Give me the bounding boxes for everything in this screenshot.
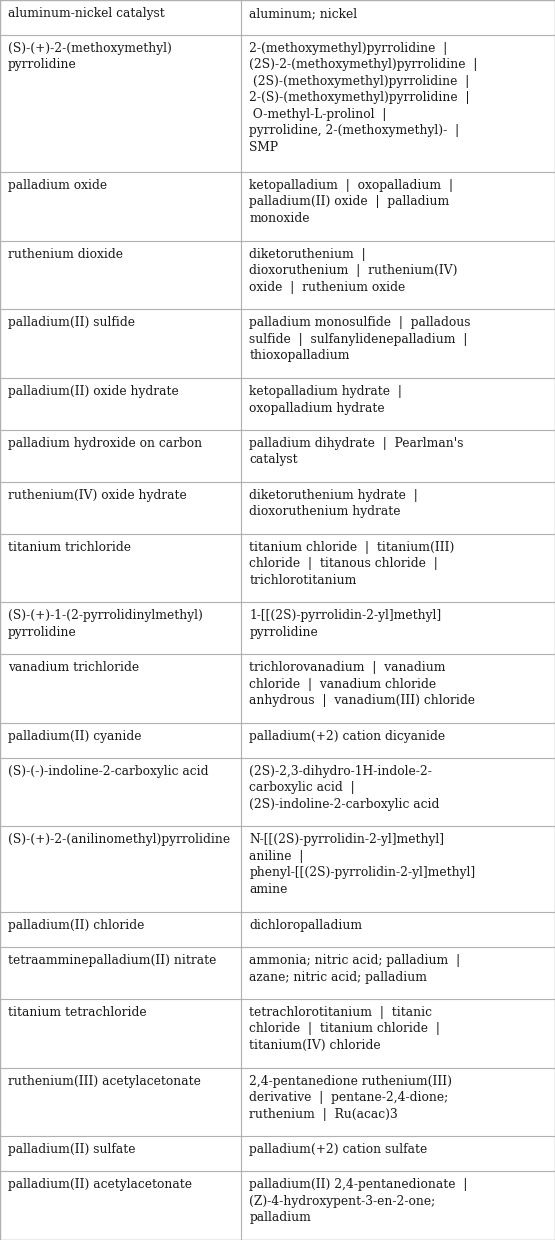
Text: palladium(II) sulfate: palladium(II) sulfate: [8, 1143, 135, 1157]
Text: palladium(II) sulfide: palladium(II) sulfide: [8, 316, 135, 330]
Text: palladium oxide: palladium oxide: [8, 179, 107, 192]
Text: tetraamminepalladium(II) nitrate: tetraamminepalladium(II) nitrate: [8, 954, 216, 967]
Text: (S)-(+)-1-(2-pyrrolidinylmethyl)
pyrrolidine: (S)-(+)-1-(2-pyrrolidinylmethyl) pyrroli…: [8, 609, 203, 639]
Text: 2,4-pentanedione ruthenium(III)
derivative  |  pentane-2,4-dione;
ruthenium  |  : 2,4-pentanedione ruthenium(III) derivati…: [249, 1075, 452, 1121]
Text: aluminum; nickel: aluminum; nickel: [249, 7, 357, 20]
Text: ruthenium(IV) oxide hydrate: ruthenium(IV) oxide hydrate: [8, 489, 186, 502]
Text: (S)-(+)-2-(methoxymethyl)
pyrrolidine: (S)-(+)-2-(methoxymethyl) pyrrolidine: [8, 42, 172, 71]
Text: 2-(methoxymethyl)pyrrolidine  |
(2S)-2-(methoxymethyl)pyrrolidine  |
 (2S)-(meth: 2-(methoxymethyl)pyrrolidine | (2S)-2-(m…: [249, 42, 478, 154]
Text: (S)-(+)-2-(anilinomethyl)pyrrolidine: (S)-(+)-2-(anilinomethyl)pyrrolidine: [8, 833, 230, 847]
Text: aluminum-nickel catalyst: aluminum-nickel catalyst: [8, 7, 165, 20]
Text: titanium tetrachloride: titanium tetrachloride: [8, 1006, 147, 1019]
Text: palladium(II) acetylacetonate: palladium(II) acetylacetonate: [8, 1178, 192, 1192]
Text: tetrachlorotitanium  |  titanic
chloride  |  titanium chloride  |
titanium(IV) c: tetrachlorotitanium | titanic chloride |…: [249, 1006, 441, 1052]
Text: dichloropalladium: dichloropalladium: [249, 919, 362, 932]
Text: palladium hydroxide on carbon: palladium hydroxide on carbon: [8, 436, 202, 450]
Text: palladium(II) chloride: palladium(II) chloride: [8, 919, 144, 932]
Text: (2S)-2,3-dihydro-1H-indole-2-
carboxylic acid  |
(2S)-indoline-2-carboxylic acid: (2S)-2,3-dihydro-1H-indole-2- carboxylic…: [249, 765, 440, 811]
Text: (S)-(-)-indoline-2-carboxylic acid: (S)-(-)-indoline-2-carboxylic acid: [8, 765, 209, 777]
Text: palladium(II) oxide hydrate: palladium(II) oxide hydrate: [8, 386, 179, 398]
Text: diketoruthenium hydrate  |
dioxoruthenium hydrate: diketoruthenium hydrate | dioxoruthenium…: [249, 489, 418, 518]
Text: diketoruthenium  |
dioxoruthenium  |  ruthenium(IV)
oxide  |  ruthenium oxide: diketoruthenium | dioxoruthenium | ruthe…: [249, 248, 458, 294]
Text: ruthenium dioxide: ruthenium dioxide: [8, 248, 123, 260]
Text: N-[[(2S)-pyrrolidin-2-yl]methyl]
aniline  |
phenyl-[[(2S)-pyrrolidin-2-yl]methyl: N-[[(2S)-pyrrolidin-2-yl]methyl] aniline…: [249, 833, 476, 897]
Text: titanium trichloride: titanium trichloride: [8, 541, 131, 553]
Text: ruthenium(III) acetylacetonate: ruthenium(III) acetylacetonate: [8, 1075, 201, 1087]
Text: palladium monosulfide  |  palladous
sulfide  |  sulfanylidenepalladium  |
thioxo: palladium monosulfide | palladous sulfid…: [249, 316, 471, 362]
Text: titanium chloride  |  titanium(III)
chloride  |  titanous chloride  |
trichlorot: titanium chloride | titanium(III) chlori…: [249, 541, 455, 587]
Text: palladium(+2) cation sulfate: palladium(+2) cation sulfate: [249, 1143, 428, 1157]
Text: palladium dihydrate  |  Pearlman's
catalyst: palladium dihydrate | Pearlman's catalys…: [249, 436, 464, 466]
Text: vanadium trichloride: vanadium trichloride: [8, 661, 139, 675]
Text: 1-[[(2S)-pyrrolidin-2-yl]methyl]
pyrrolidine: 1-[[(2S)-pyrrolidin-2-yl]methyl] pyrroli…: [249, 609, 442, 639]
Text: ammonia; nitric acid; palladium  |
azane; nitric acid; palladium: ammonia; nitric acid; palladium | azane;…: [249, 954, 461, 983]
Text: ketopalladium  |  oxopalladium  |
palladium(II) oxide  |  palladium
monoxide: ketopalladium | oxopalladium | palladium…: [249, 179, 453, 224]
Text: ketopalladium hydrate  |
oxopalladium hydrate: ketopalladium hydrate | oxopalladium hyd…: [249, 386, 402, 414]
Text: palladium(II) cyanide: palladium(II) cyanide: [8, 730, 142, 743]
Text: palladium(+2) cation dicyanide: palladium(+2) cation dicyanide: [249, 730, 446, 743]
Text: palladium(II) 2,4-pentanedionate  |
(Z)-4-hydroxypent-3-en-2-one;
palladium: palladium(II) 2,4-pentanedionate | (Z)-4…: [249, 1178, 468, 1224]
Text: trichlorovanadium  |  vanadium
chloride  |  vanadium chloride
anhydrous  |  vana: trichlorovanadium | vanadium chloride | …: [249, 661, 476, 707]
